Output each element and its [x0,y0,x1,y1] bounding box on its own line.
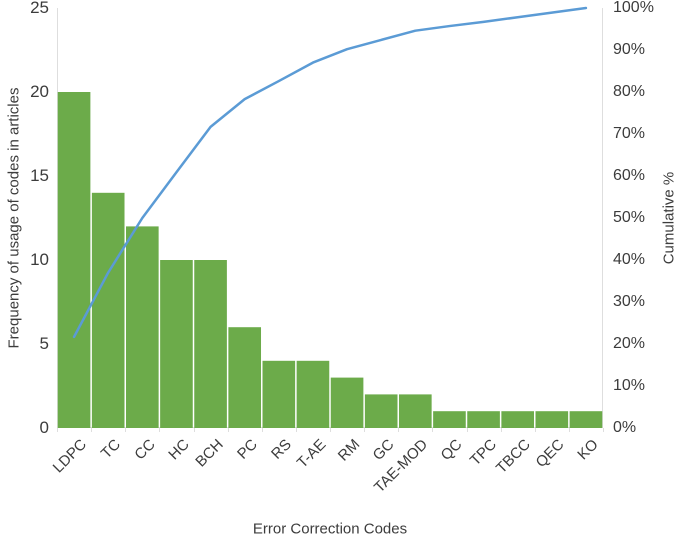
frequency-bar [194,260,227,428]
x-category-label: CC [130,436,159,464]
y-tick-label-right: 40% [613,251,646,268]
y-tick-label-left: 15 [30,166,49,185]
frequency-bar [57,92,91,428]
y-axis-title-left: Frequency of usage of codes in articles [5,87,23,349]
y-tick-label-left: 25 [30,0,49,17]
y-tick-label-left: 5 [39,334,49,353]
x-category-label: BCH [192,436,227,471]
y-tick-label-right: 0% [613,419,637,436]
frequency-bar [569,411,603,428]
frequency-bar [433,411,466,428]
y-tick-label-left: 10 [30,250,49,269]
x-category-label: TC [98,436,125,463]
x-category-label: KO [574,436,602,464]
x-category-label: QEC [532,436,568,472]
x-category-label: HC [165,436,193,464]
cumulative-line [72,6,588,339]
x-category-label: QC [437,436,466,464]
y-tick-label-right: 80% [613,83,646,100]
x-category-label: RM [334,436,364,465]
x-category-label: LDPC [49,436,91,477]
y-tick-label-right: 90% [613,41,646,58]
y-tick-label-right: 10% [613,377,646,394]
y-tick-label-right: 20% [613,335,646,352]
y-tick-label-left: 20 [30,82,49,101]
frequency-bar [296,360,330,428]
x-category-label: RS [268,436,295,463]
frequency-bar [467,411,500,428]
frequency-bar [91,192,125,428]
x-category-label: T-AE [293,436,329,472]
frequency-bar [262,360,296,428]
frequency-bar [535,411,569,428]
x-category-label: TBCC [492,436,534,477]
y-tick-label-right: 70% [613,125,646,142]
y-tick-label-left: 0 [39,418,49,437]
x-axis-title: Error Correction Codes [252,520,408,538]
frequency-bar [228,327,262,428]
frequency-bar [126,226,159,428]
frequency-bar [364,394,398,428]
frequency-bar [399,394,432,428]
y-tick-label-right: 30% [613,293,646,310]
y-tick-label-right: 60% [613,167,646,184]
x-category-label: PC [233,436,261,463]
y-tick-label-right: 100% [613,0,654,16]
y-axis-title-right: Cumulative % [660,171,678,265]
plot-area [57,6,604,432]
frequency-bar [501,411,535,428]
frequency-bar [160,260,193,428]
frequency-bar [330,377,364,428]
x-category-label: GC [369,436,398,464]
y-tick-label-right: 50% [613,209,646,226]
